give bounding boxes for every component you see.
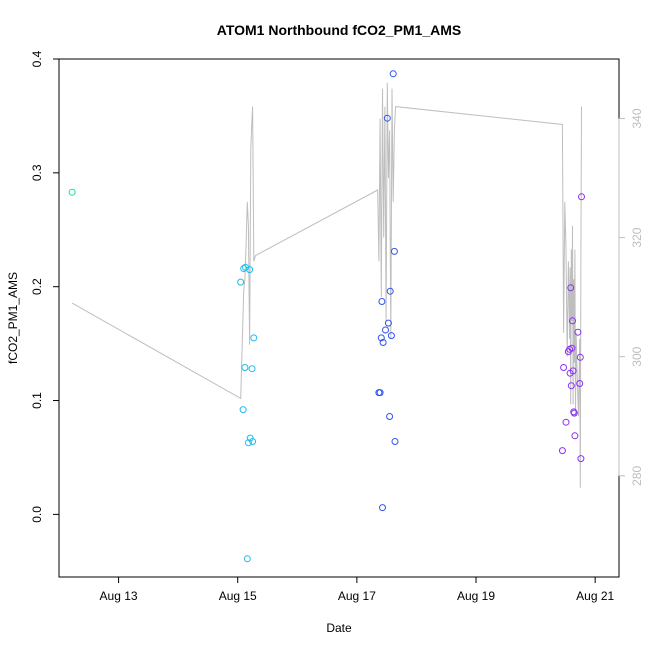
data-point (386, 287, 394, 295)
data-point (379, 504, 386, 512)
data-point (384, 319, 392, 327)
data-point (387, 332, 395, 340)
x-tick-label: Aug 15 (219, 589, 257, 603)
data-point (558, 447, 566, 455)
data-point (390, 247, 398, 255)
data-point (567, 382, 575, 390)
data-point (576, 380, 584, 387)
data-point (389, 70, 397, 78)
data-point (570, 409, 578, 417)
data-point (383, 114, 391, 122)
data-point (571, 432, 579, 440)
x-axis: Aug 13 Aug 15 Aug 17 Aug 19 Aug 21 (100, 577, 615, 603)
data-point (244, 439, 252, 447)
data-point (560, 364, 568, 371)
points-layer (68, 70, 585, 563)
data-point (68, 188, 76, 196)
data-point (241, 364, 249, 371)
y2-tick-label: 280 (630, 465, 644, 485)
data-point (576, 353, 584, 361)
data-point (574, 328, 582, 336)
data-point (249, 438, 257, 445)
data-point (376, 389, 384, 397)
data-point (567, 284, 575, 292)
data-point (377, 334, 385, 342)
y-tick-label: 0.4 (30, 50, 44, 67)
y2-tick-label: 340 (630, 108, 644, 128)
y-tick-label: 0.3 (30, 164, 44, 181)
data-point (237, 278, 245, 286)
data-point (577, 455, 585, 463)
data-point (568, 344, 576, 352)
co2-series-line (71, 82, 582, 488)
data-point (378, 298, 386, 305)
data-point (239, 406, 247, 414)
data-point (578, 193, 585, 201)
x-tick-label: Aug 21 (576, 589, 614, 603)
y-axis-left: 0.0 0.1 0.2 0.3 0.4 (30, 50, 59, 523)
y-axis-label: fCO2_PM1_AMS (6, 272, 20, 364)
y2-tick-label: 300 (630, 346, 644, 366)
data-point (569, 367, 577, 375)
y-tick-label: 0.0 (30, 506, 44, 523)
y-tick-label: 0.1 (30, 392, 44, 409)
co2-line-layer (71, 82, 582, 488)
data-point (250, 334, 258, 342)
chart-title: ATOM1 Northbound fCO2_PM1_AMS (217, 22, 462, 38)
data-point (391, 438, 399, 445)
data-point (386, 413, 394, 420)
data-point (242, 263, 249, 271)
data-point (382, 326, 389, 334)
data-point (379, 339, 387, 346)
x-tick-label: Aug 17 (338, 589, 376, 603)
x-tick-label: Aug 13 (100, 589, 138, 603)
x-axis-label: Date (326, 621, 352, 635)
data-point (562, 418, 570, 426)
plot-frame (58, 58, 620, 578)
y-tick-label: 0.2 (30, 278, 44, 295)
data-point (246, 266, 254, 274)
y2-tick-label: 320 (630, 227, 644, 247)
data-point (569, 317, 576, 325)
x-tick-label: Aug 19 (457, 589, 495, 603)
data-point (248, 365, 256, 373)
y-axis-right: 280 300 320 340 (618, 108, 644, 486)
data-point (243, 555, 251, 563)
